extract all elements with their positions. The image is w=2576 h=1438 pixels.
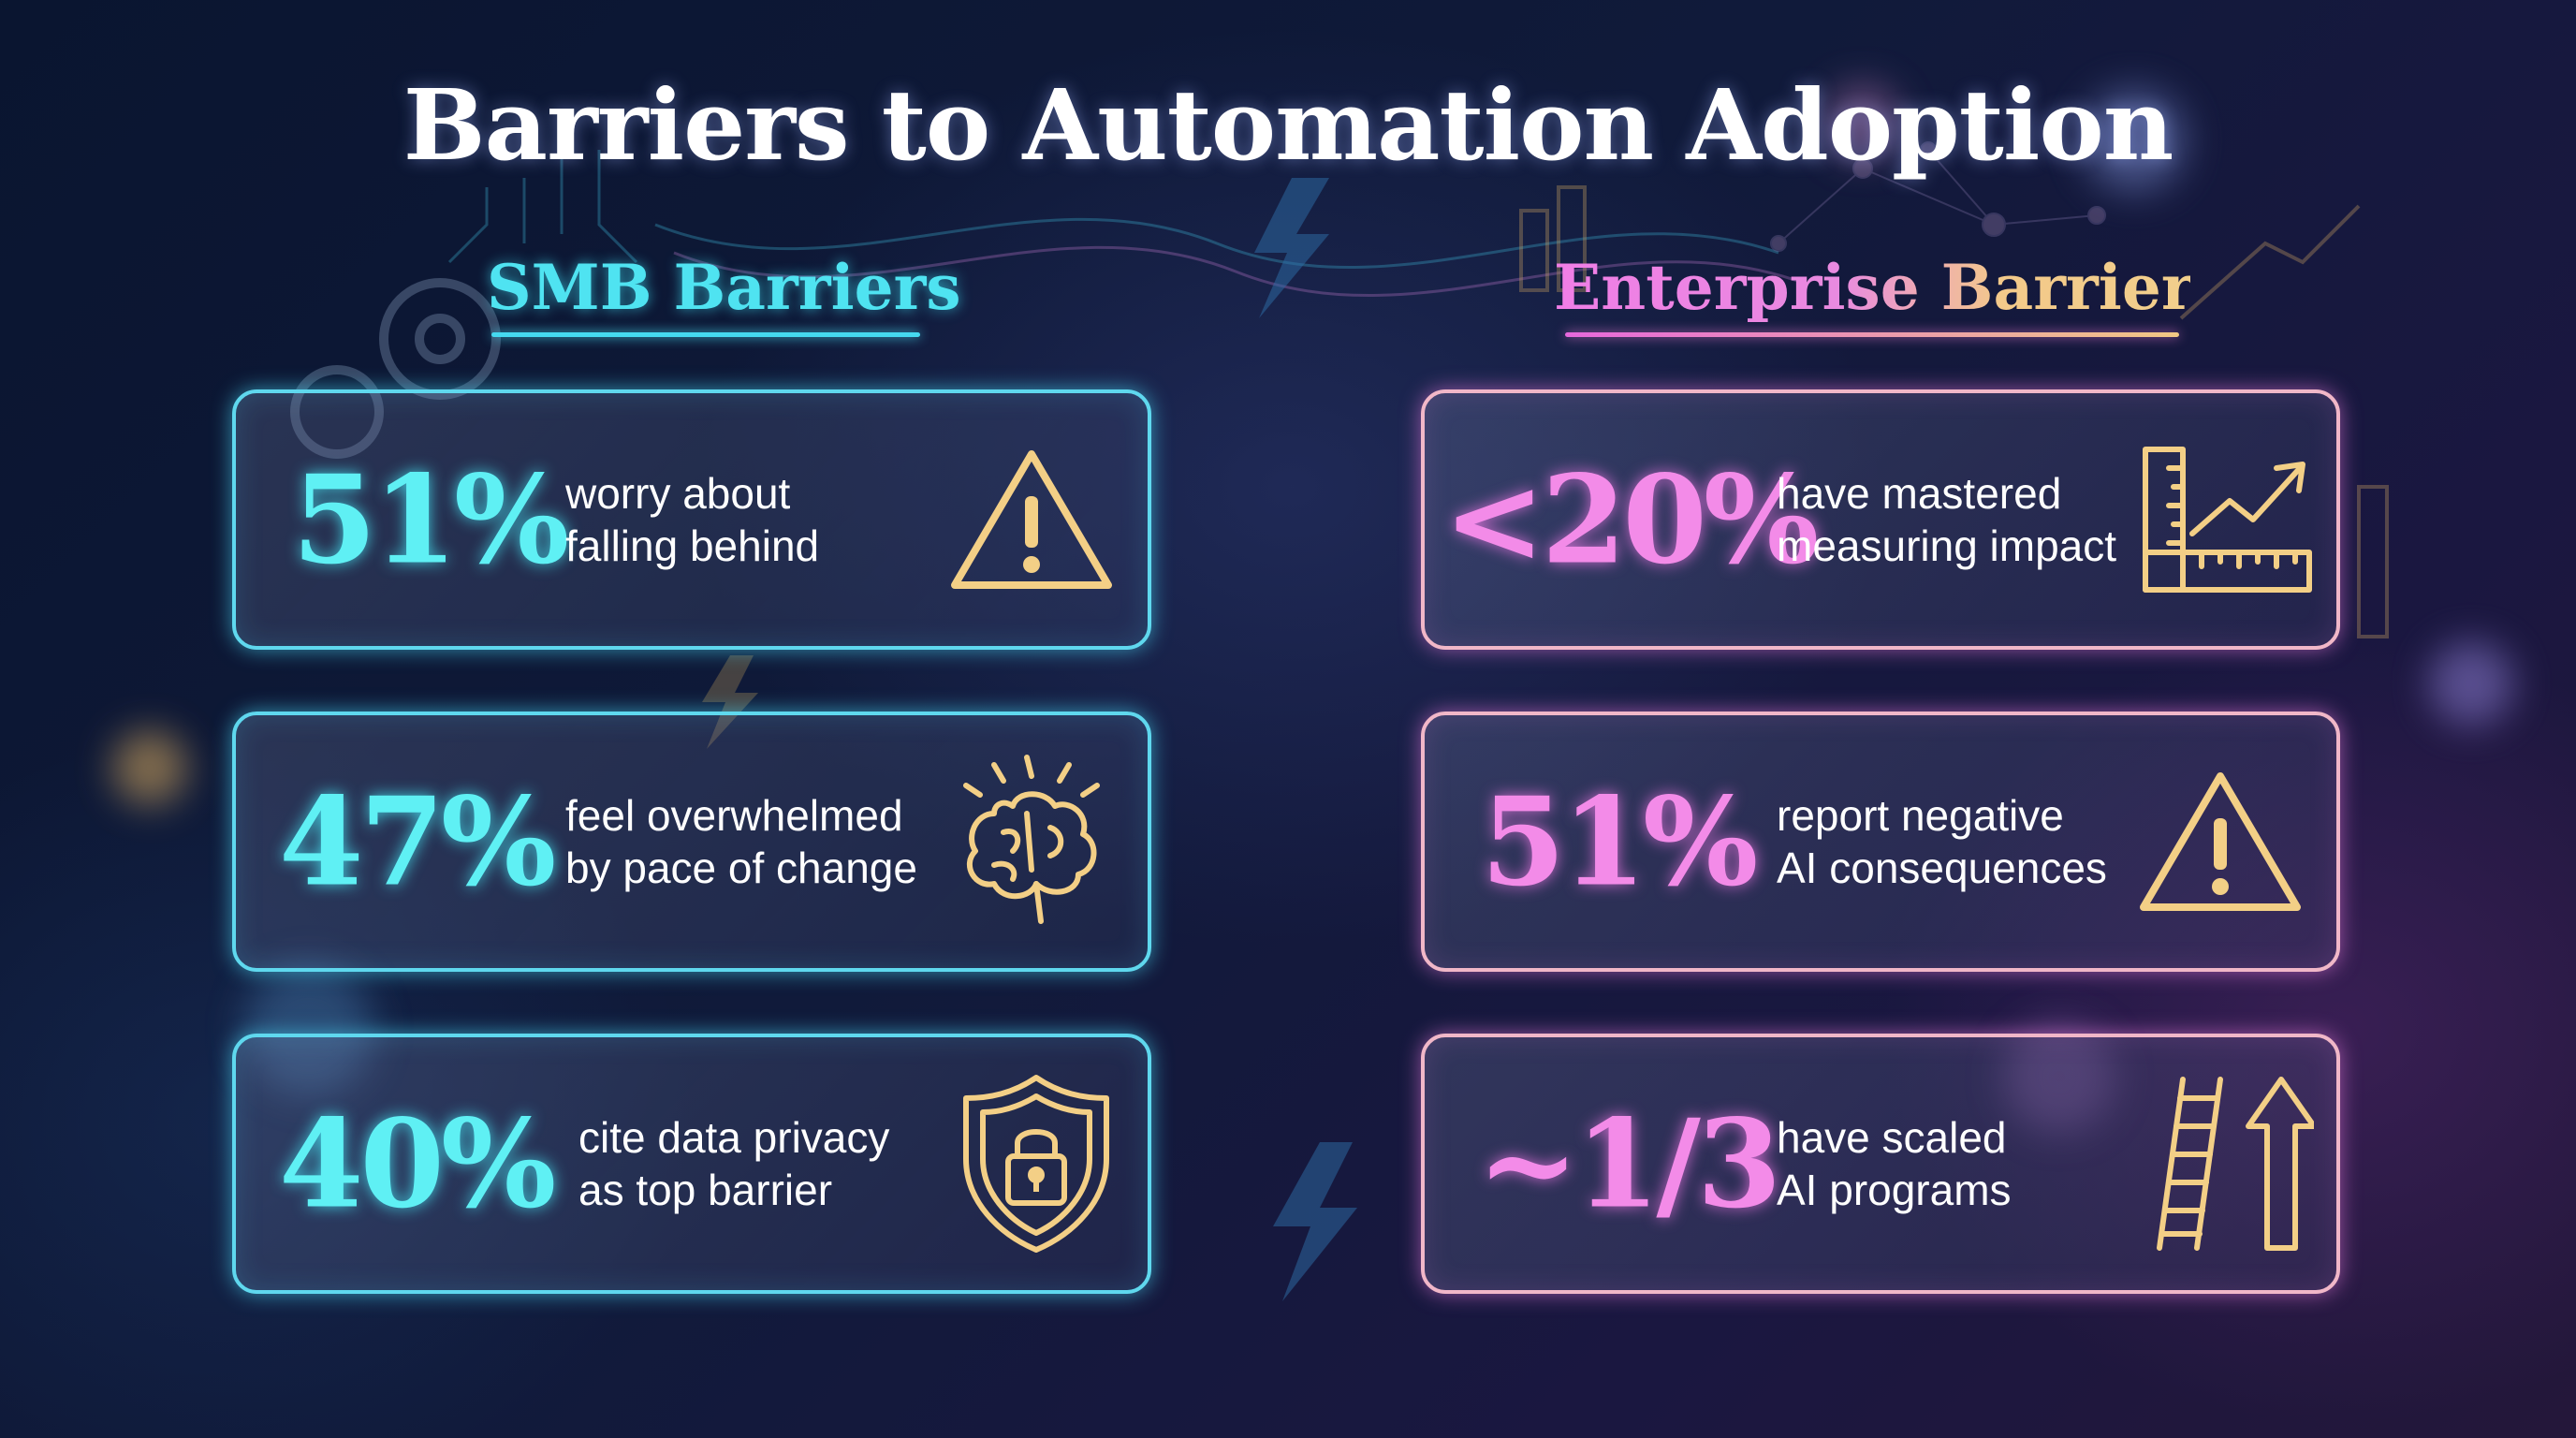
description-line: report negative [1777,791,2064,840]
stat-value: <20% [1443,448,1819,592]
description-line: feel overwhelmed [565,791,903,840]
stat-value: 47% [279,770,556,914]
stat-description: cite data privacy as top barrier [578,1111,889,1216]
description-line: AI programs [1777,1166,2012,1214]
stat-description: worry about falling behind [565,467,819,572]
brain-icon [963,755,1100,924]
chart-ruler-icon [2143,447,2312,593]
stat-value: 51% [1481,770,1758,914]
description-line: have mastered [1777,469,2062,518]
description-line: as top barrier [578,1166,833,1214]
stat-description: have mastered measuring impact [1777,467,2116,572]
enterprise-heading-underline [1565,332,2179,337]
description-line: measuring impact [1777,521,2117,570]
warning-icon [951,450,1112,589]
stat-description: report negative AI consequences [1777,789,2107,894]
smb-card-pace-of-change: 47% feel overwhelmed by pace of change [232,712,1151,972]
description-line: falling behind [565,521,820,570]
stat-value: ~1/3 [1477,1092,1781,1236]
stat-description: feel overwhelmed by pace of change [565,789,917,894]
smb-card-data-privacy: 40% cite data privacy as top barrier [232,1034,1151,1294]
enterprise-card-measuring-impact: <20% have mastered measuring impact [1421,389,2340,650]
description-line: by pace of change [565,844,917,892]
enterprise-card-negative-consequences: 51% report negative AI consequences [1421,712,2340,972]
stat-value: 51% [292,448,569,592]
smb-card-falling-behind: 51% worry about falling behind [232,389,1151,650]
page-title: Barriers to Automation Adoption [402,67,2174,183]
enterprise-card-scaled-programs: ~1/3 have scaled AI programs [1421,1034,2340,1294]
description-line: cite data privacy [578,1113,890,1162]
smb-heading-underline [491,332,920,337]
warning-icon [2140,772,2301,911]
description-line: worry about [565,469,791,518]
enterprise-heading: Enterprise Barriers [1554,245,2229,339]
stat-value: 40% [279,1092,556,1236]
stat-description: have scaled AI programs [1777,1111,2012,1216]
shield-lock-icon [963,1075,1109,1253]
description-line: AI consequences [1777,844,2107,892]
description-line: have scaled [1777,1113,2007,1162]
ladder-arrow-icon [2157,1077,2314,1251]
smb-heading: SMB Barriers [487,251,961,324]
